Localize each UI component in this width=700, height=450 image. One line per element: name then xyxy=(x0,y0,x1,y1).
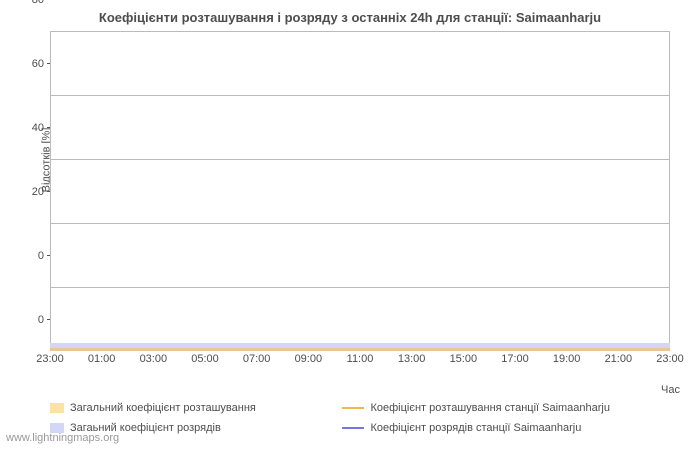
x-tick-5: 09:00 xyxy=(295,353,323,365)
legend-label-total-location: Загальний коефіцієнт розташування xyxy=(70,402,256,414)
y-tick-80: 60 xyxy=(32,58,44,70)
y-axis: 80 60 40 20 0 0 Відсотків [%] xyxy=(0,0,50,320)
x-axis: 23:00 01:00 03:00 05:00 07:00 09:00 11:0… xyxy=(50,351,670,371)
y-minor-tick xyxy=(47,127,50,128)
gridline-80 xyxy=(50,95,670,96)
plot-border xyxy=(50,31,670,351)
x-tick-10: 19:00 xyxy=(553,353,581,365)
gridline-60 xyxy=(50,159,670,160)
y-tick-100: 80 xyxy=(32,0,44,6)
x-tick-1: 01:00 xyxy=(88,353,116,365)
y-minor-tick xyxy=(47,191,50,192)
gridline-40 xyxy=(50,223,670,224)
x-tick-4: 07:00 xyxy=(243,353,271,365)
y-tick-0: 0 xyxy=(38,314,44,326)
y-tick-20: 0 xyxy=(38,250,44,262)
legend-swatch-total-location xyxy=(50,403,64,413)
chart-container: Коефіцієнти розташування і розряду з ост… xyxy=(0,0,700,450)
gridline-20 xyxy=(50,287,670,288)
y-minor-tick xyxy=(47,63,50,64)
x-tick-12: 23:00 xyxy=(656,353,684,365)
legend-swatch-station-location xyxy=(342,407,364,409)
legend-label-station-location: Коефіцієнт розташування станції Saimaanh… xyxy=(370,402,610,414)
x-tick-6: 11:00 xyxy=(347,353,374,365)
plot-area xyxy=(50,31,670,351)
legend: Загальний коефіцієнт розташування Загаьн… xyxy=(50,398,650,438)
y-minor-tick xyxy=(47,255,50,256)
x-tick-9: 17:00 xyxy=(501,353,529,365)
chart-title: Коефіцієнти розташування і розряду з ост… xyxy=(0,0,700,31)
x-tick-3: 05:00 xyxy=(191,353,219,365)
time-axis-label: Час xyxy=(661,384,680,396)
y-minor-tick xyxy=(47,319,50,320)
x-tick-0: 23:00 xyxy=(36,353,64,365)
x-tick-2: 03:00 xyxy=(140,353,168,365)
legend-swatch-station-discharge xyxy=(342,427,364,429)
footer-text: www.lightningmaps.org xyxy=(6,432,119,444)
legend-label-station-discharge: Коефіцієнт розрядів станції Saimaanharju xyxy=(370,422,581,434)
x-tick-7: 13:00 xyxy=(398,353,426,365)
x-tick-8: 15:00 xyxy=(450,353,478,365)
gridline-100 xyxy=(50,31,670,32)
x-tick-11: 21:00 xyxy=(605,353,633,365)
